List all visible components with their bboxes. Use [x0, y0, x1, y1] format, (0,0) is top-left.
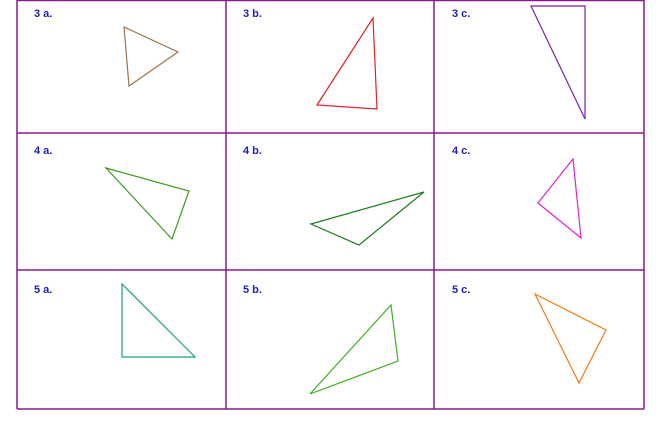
triangle-4c: [537, 157, 582, 240]
cell-label-3b: 3 b.: [243, 8, 262, 20]
triangle-4a: [104, 166, 190, 241]
triangle-3c: [530, 5, 586, 120]
cell-label-3a: 3 a.: [34, 8, 52, 20]
cell-label-5c: 5 c.: [452, 284, 470, 296]
cell-label-4c: 4 c.: [452, 145, 470, 157]
triangle-4b: [309, 191, 425, 246]
triangle-5c: [533, 292, 607, 385]
triangle-3b: [315, 16, 378, 110]
cell-label-4a: 4 a.: [34, 145, 52, 157]
cell-label-5b: 5 b.: [243, 284, 262, 296]
cell-label-4b: 4 b.: [243, 145, 262, 157]
cell-label-5a: 5 a.: [34, 284, 52, 296]
cell-label-3c: 3 c.: [452, 8, 470, 20]
triangle-3a: [123, 26, 180, 88]
triangle-5a: [121, 282, 197, 358]
triangle-5b: [309, 303, 399, 395]
grid-lines: [16, 0, 645, 410]
